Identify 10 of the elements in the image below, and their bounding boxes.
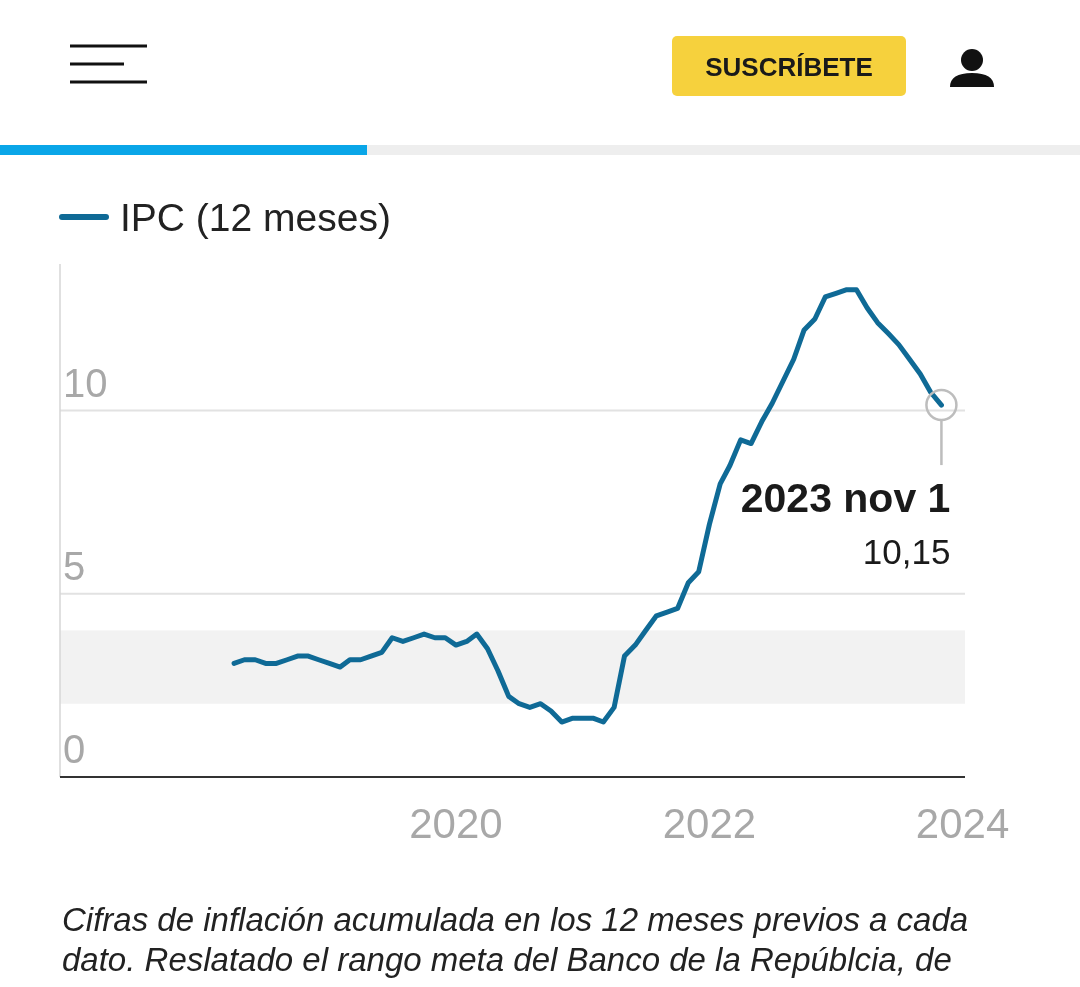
x-tick-label: 2024 xyxy=(915,800,1010,847)
annotation: 2023 nov 1 10,15 xyxy=(740,475,951,572)
x-tick-label: 2020 xyxy=(409,800,503,847)
y-tick-label: 10 xyxy=(63,360,108,405)
y-tick-label: 5 xyxy=(63,543,86,588)
y-tick-label: 0 xyxy=(63,727,86,771)
text: Cifras de inflación acumulada en los 12 meses previos a cada dato. Reslatado el rango meta del Banco de la Repúblcia, de xyxy=(62,901,969,978)
legend-label: IPC (12 meses) xyxy=(120,195,391,239)
subscribe-button: SUSCRÍBETE xyxy=(672,36,906,96)
x-tick-label: 2022 xyxy=(662,800,757,847)
